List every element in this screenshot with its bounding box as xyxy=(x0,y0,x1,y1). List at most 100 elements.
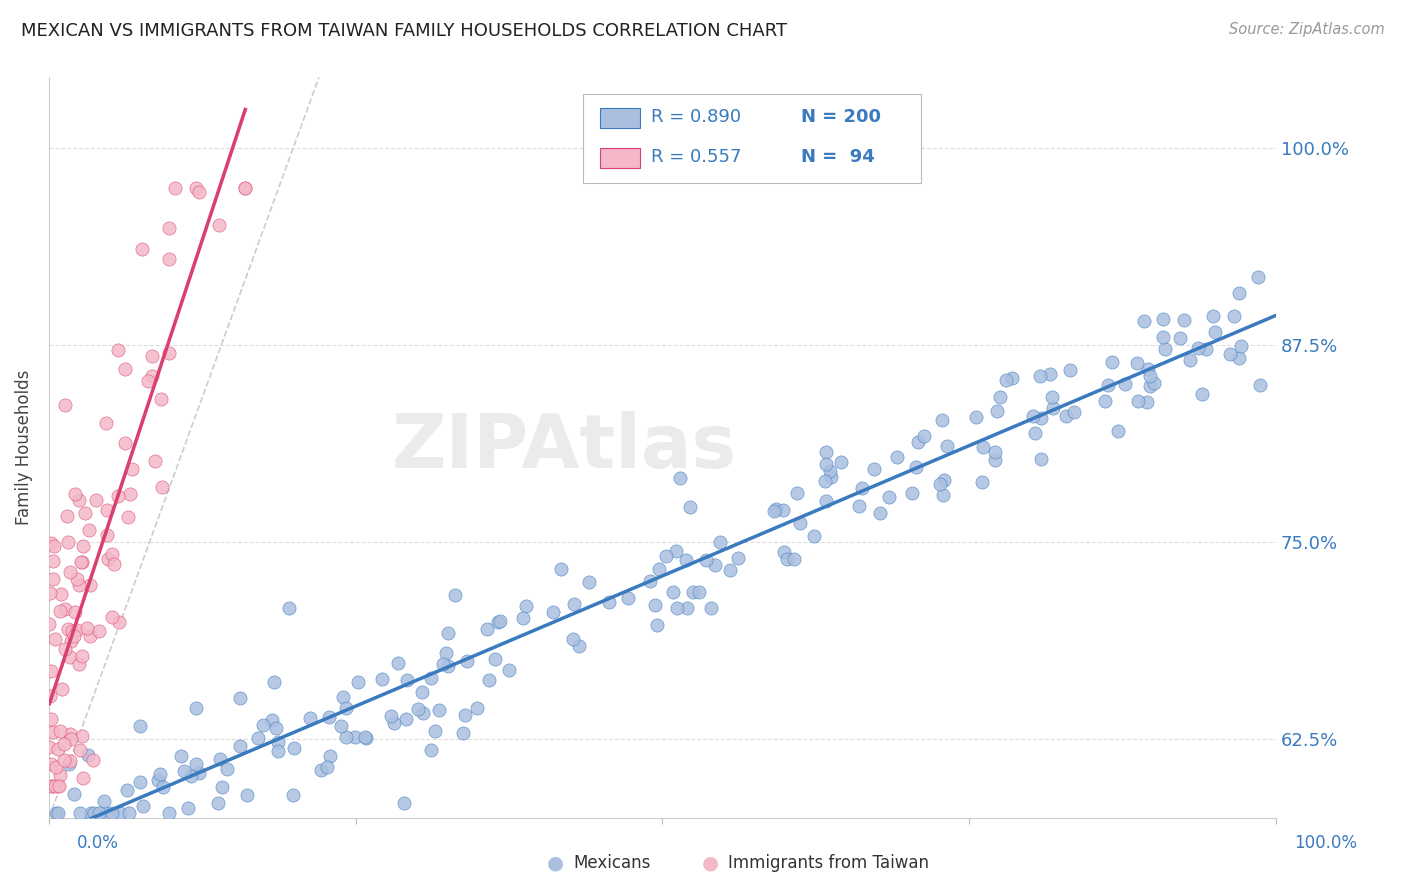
Point xyxy=(49,587,72,601)
Point xyxy=(1097,378,1119,392)
Point xyxy=(67,657,90,671)
Point xyxy=(984,453,1007,467)
Point xyxy=(101,806,124,821)
Point xyxy=(598,595,620,609)
Point xyxy=(69,743,91,757)
Point xyxy=(46,806,69,821)
Point xyxy=(434,646,457,660)
Point xyxy=(70,555,93,569)
Point xyxy=(1152,330,1174,344)
Point xyxy=(278,601,301,615)
Point xyxy=(488,615,510,629)
Point xyxy=(1114,377,1136,392)
Point xyxy=(48,780,70,794)
Point xyxy=(117,510,139,524)
Point xyxy=(49,723,72,738)
Point xyxy=(1227,351,1250,366)
Point xyxy=(267,743,290,757)
Point xyxy=(617,591,640,606)
Point xyxy=(762,504,785,518)
Text: ●: ● xyxy=(547,854,564,873)
Point xyxy=(444,589,467,603)
Point xyxy=(965,410,987,425)
Point xyxy=(515,599,537,613)
Point xyxy=(56,622,79,636)
Point xyxy=(988,390,1011,404)
Text: R = 0.890: R = 0.890 xyxy=(651,108,741,126)
Point xyxy=(56,508,79,523)
Point xyxy=(233,180,256,194)
Point xyxy=(1168,331,1191,345)
Point xyxy=(411,685,433,699)
Point xyxy=(87,806,110,821)
Point xyxy=(80,806,103,821)
Point xyxy=(53,602,76,616)
Point xyxy=(39,756,62,771)
Point xyxy=(1024,426,1046,441)
Point xyxy=(789,516,811,530)
Point xyxy=(329,719,352,733)
Point xyxy=(700,601,723,615)
Point xyxy=(1038,368,1060,382)
Point xyxy=(60,624,83,639)
Text: R = 0.557: R = 0.557 xyxy=(651,148,741,166)
Point xyxy=(207,796,229,810)
Point xyxy=(905,460,928,475)
Point xyxy=(177,801,200,815)
Point xyxy=(772,502,794,516)
Text: Mexicans: Mexicans xyxy=(574,855,651,872)
Text: MEXICAN VS IMMIGRANTS FROM TAIWAN FAMILY HOUSEHOLDS CORRELATION CHART: MEXICAN VS IMMIGRANTS FROM TAIWAN FAMILY… xyxy=(21,22,787,40)
Point xyxy=(648,562,671,576)
Point xyxy=(972,475,994,490)
Point xyxy=(65,605,87,619)
Point xyxy=(208,218,231,232)
Point xyxy=(851,481,873,495)
Point xyxy=(1195,343,1218,357)
Text: Immigrants from Taiwan: Immigrants from Taiwan xyxy=(728,855,929,872)
Point xyxy=(96,528,118,542)
Point xyxy=(820,470,842,484)
Point xyxy=(39,536,62,550)
Point xyxy=(1028,369,1050,384)
Point xyxy=(1219,347,1241,361)
Point xyxy=(1137,361,1160,376)
Point xyxy=(42,572,65,586)
Point xyxy=(665,544,688,558)
Point xyxy=(387,656,409,670)
Point xyxy=(1230,339,1253,353)
Point xyxy=(72,539,94,553)
Point xyxy=(1191,386,1213,401)
Point xyxy=(39,712,62,726)
Point xyxy=(765,501,787,516)
Point xyxy=(1054,409,1077,423)
Text: ●: ● xyxy=(702,854,718,873)
Point xyxy=(1094,394,1116,409)
Point xyxy=(157,806,180,821)
Text: 0.0%: 0.0% xyxy=(77,834,120,852)
Point xyxy=(39,585,62,599)
Point xyxy=(907,434,929,449)
Point xyxy=(877,490,900,504)
Point xyxy=(456,654,478,668)
Point xyxy=(97,552,120,566)
Point xyxy=(775,552,797,566)
Point xyxy=(1001,371,1024,385)
Point xyxy=(679,500,702,514)
Point xyxy=(1204,325,1226,339)
Text: N = 200: N = 200 xyxy=(801,108,882,126)
Point xyxy=(467,701,489,715)
Point xyxy=(848,499,870,513)
Point xyxy=(141,350,163,364)
Point xyxy=(1022,409,1045,424)
Point xyxy=(262,713,284,727)
Point xyxy=(662,584,685,599)
Point xyxy=(59,727,82,741)
Point xyxy=(986,404,1008,418)
Point xyxy=(815,457,838,471)
Point xyxy=(110,806,132,821)
Point xyxy=(157,252,180,266)
Point xyxy=(42,539,65,553)
Point xyxy=(66,572,89,586)
Point xyxy=(49,768,72,782)
Point xyxy=(669,471,692,485)
